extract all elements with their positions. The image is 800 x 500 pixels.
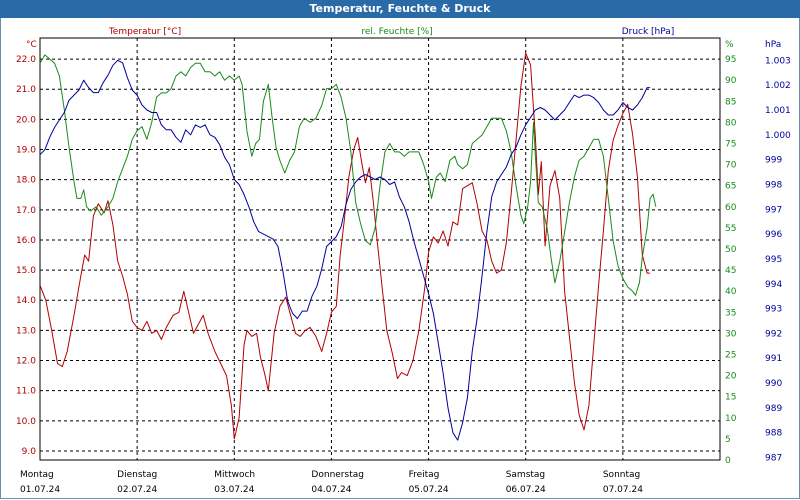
humidity-axis: 0 5 10 15 20 25 30 35 40 45 50 55 60 65 70 75 80 85 90 95: [725, 55, 737, 466]
humidity-tick-label: 95: [725, 55, 736, 65]
x-tick-date: 04.07.24: [311, 485, 351, 495]
humidity-tick-label: 30: [725, 329, 737, 339]
temperature-tick-label: 14.0: [16, 296, 36, 306]
temperature-tick-label: 22.0: [16, 55, 36, 65]
humidity-tick-label: 20: [725, 372, 737, 382]
temperature-tick-label: 18.0: [16, 176, 36, 186]
humidity-tick-label: 55: [725, 224, 736, 234]
x-tick-day: Freitag: [409, 470, 440, 480]
grid-lines: [40, 38, 720, 460]
humidity-tick-label: 35: [725, 308, 736, 318]
humidity-tick-label: 75: [725, 140, 736, 150]
pressure-tick-label: 992: [765, 329, 782, 339]
pressure-line: [39, 59, 651, 441]
humidity-tick-label: 65: [725, 182, 736, 192]
humidity-tick-label: 80: [725, 118, 737, 128]
temperature-tick-label: 19.0: [16, 146, 36, 156]
temperature-line: [39, 52, 651, 440]
humidity-tick-label: 40: [725, 287, 737, 297]
pressure-tick-label: 1.001: [765, 106, 791, 116]
pressure-tick-label: 996: [765, 230, 782, 240]
humidity-tick-label: 85: [725, 97, 736, 107]
humidity-tick-label: 50: [725, 245, 737, 255]
pressure-tick-label: 1.000: [765, 131, 791, 141]
x-tick-date: 05.07.24: [409, 485, 449, 495]
pressure-axis-title: Druck [hPa]: [622, 27, 675, 37]
humidity-tick-label: 10: [725, 414, 737, 424]
x-tick-date: 02.07.24: [117, 485, 157, 495]
x-axis: Montag 01.07.24 Dienstag 02.07.24 Mittwoch 03…: [20, 470, 643, 495]
temperature-tick-label: 12.0: [16, 357, 36, 367]
humidity-unit: %: [725, 40, 734, 50]
humidity-tick-label: 0: [725, 456, 731, 466]
pressure-unit: hPa: [765, 40, 781, 50]
chart-title: Temperatur, Feuchte & Druck: [0, 0, 800, 18]
x-tick-date: 01.07.24: [20, 485, 60, 495]
temperature-axis: 9.0 10.0 11.0 12.0 13.0 14.0 15.0 16.0 17.0 18.0 1…: [16, 55, 36, 457]
humidity-line: [39, 54, 657, 296]
x-tick-date: 07.07.24: [603, 485, 643, 495]
pressure-tick-label: 988: [765, 429, 782, 439]
temperature-tick-label: 15.0: [16, 266, 36, 276]
temperature-tick-label: 9.0: [22, 447, 37, 457]
plot-border: [39, 37, 721, 461]
pressure-tick-label: 1.003: [765, 56, 791, 66]
x-tick-day: Samstag: [506, 470, 545, 480]
temperature-tick-label: 20.0: [16, 115, 36, 125]
plot-area: [40, 38, 720, 460]
x-tick-date: 06.07.24: [506, 485, 546, 495]
pressure-tick-label: 987: [765, 454, 782, 464]
humidity-tick-label: 90: [725, 76, 737, 86]
pressure-tick-label: 990: [765, 379, 782, 389]
temperature-tick-label: 17.0: [16, 206, 36, 216]
temperature-axis-title: Temperatur [°C]: [108, 27, 181, 37]
humidity-tick-label: 5: [725, 435, 731, 445]
pressure-tick-label: 998: [765, 180, 782, 190]
x-tick-day: Mittwoch: [214, 470, 255, 480]
pressure-tick-label: 999: [765, 156, 782, 166]
humidity-tick-label: 70: [725, 161, 737, 171]
temperature-tick-label: 16.0: [16, 236, 36, 246]
pressure-tick-label: 994: [765, 280, 782, 290]
temperature-tick-label: 13.0: [16, 326, 36, 336]
temperature-tick-label: 11.0: [16, 387, 36, 397]
x-tick-day: Donnerstag: [311, 470, 364, 480]
series-layer: [39, 52, 657, 441]
temperature-unit: °C: [26, 40, 37, 50]
x-tick-day: Montag: [20, 470, 54, 480]
humidity-tick-label: 25: [725, 351, 736, 361]
pressure-tick-label: 1.002: [765, 81, 791, 91]
pressure-tick-label: 997: [765, 205, 782, 215]
pressure-tick-label: 989: [765, 404, 782, 414]
humidity-tick-label: 45: [725, 266, 736, 276]
pressure-tick-label: 995: [765, 255, 782, 265]
pressure-tick-label: 991: [765, 354, 782, 364]
humidity-tick-label: 15: [725, 393, 736, 403]
temperature-tick-label: 21.0: [16, 85, 36, 95]
pressure-axis: 987 988 989 990 991 992 993 994 995 996 997 998 999 1…: [765, 56, 791, 463]
x-tick-day: Dienstag: [117, 470, 157, 480]
humidity-axis-title: rel. Feuchte [%]: [361, 27, 432, 37]
pressure-tick-label: 993: [765, 305, 782, 315]
x-tick-date: 03.07.24: [214, 485, 254, 495]
temperature-tick-label: 10.0: [16, 417, 36, 427]
humidity-tick-label: 60: [725, 203, 737, 213]
x-tick-day: Sonntag: [603, 470, 640, 480]
